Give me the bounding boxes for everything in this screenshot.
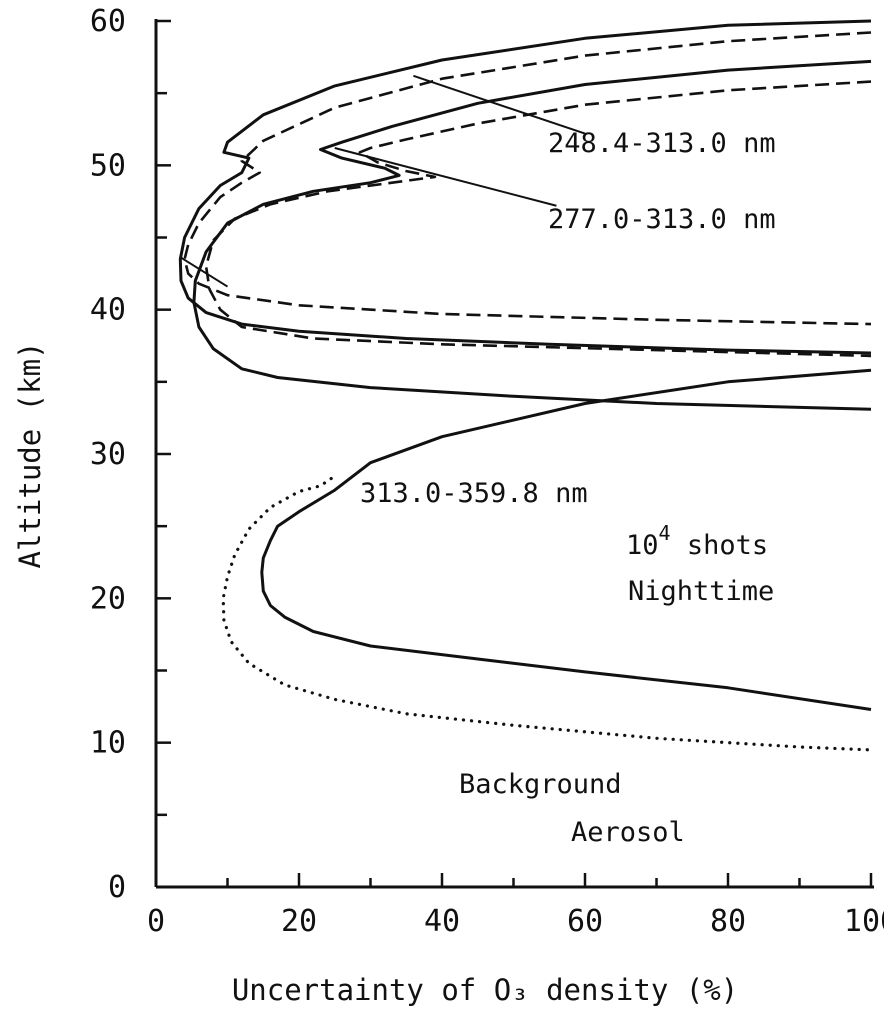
x-tick-label: 0 bbox=[147, 904, 165, 939]
y-tick-label: 10 bbox=[90, 726, 126, 761]
y-axis-title: Altitude (km) bbox=[13, 342, 47, 569]
curve-dashed-3 bbox=[204, 80, 872, 358]
curve-solid-0 bbox=[178, 19, 872, 355]
annotation-shots: 104 shots bbox=[626, 521, 768, 561]
annotation-313-359: 313.0-359.8 nm bbox=[360, 478, 588, 509]
axes: 0 20 40 60 80 100 0 10 20 30 40 50 60 bbox=[90, 4, 884, 939]
y-tick-label: 0 bbox=[108, 870, 126, 905]
x-tick-label: 60 bbox=[567, 904, 603, 939]
x-tick-label: 100 bbox=[844, 904, 884, 939]
leader-line bbox=[180, 256, 229, 288]
curve-solid-2 bbox=[192, 59, 872, 411]
shots-exponent: 4 bbox=[659, 521, 671, 545]
x-tick-label: 80 bbox=[710, 904, 746, 939]
annotation-277-313: 277.0-313.0 nm bbox=[548, 204, 776, 235]
x-tick-label: 40 bbox=[424, 904, 460, 939]
annotation-248-313: 248.4-313.0 nm bbox=[548, 128, 776, 159]
annotation-nighttime: Nighttime bbox=[628, 576, 774, 607]
annotation-aerosol: Aerosol bbox=[571, 817, 685, 848]
y-tick-label: 30 bbox=[90, 437, 126, 472]
curves bbox=[178, 19, 873, 752]
leader-line bbox=[413, 74, 586, 135]
leader-lines bbox=[180, 74, 586, 288]
y-tick-label: 40 bbox=[90, 293, 126, 328]
x-axis-title: Uncertainty of O₃ density (%) bbox=[232, 973, 738, 1007]
y-tick-label: 50 bbox=[90, 148, 126, 183]
y-tick-label: 20 bbox=[90, 581, 126, 616]
annotation-background: Background bbox=[459, 769, 622, 800]
curve-dotted-5 bbox=[221, 476, 873, 752]
curve-solid-4 bbox=[260, 368, 872, 711]
shots-text: shots bbox=[671, 530, 769, 561]
leader-line bbox=[334, 147, 557, 207]
y-tick-label: 60 bbox=[90, 4, 126, 39]
x-tick-label: 20 bbox=[281, 904, 317, 939]
shots-base: 10 bbox=[626, 530, 659, 561]
curve-dashed-1 bbox=[183, 31, 872, 326]
